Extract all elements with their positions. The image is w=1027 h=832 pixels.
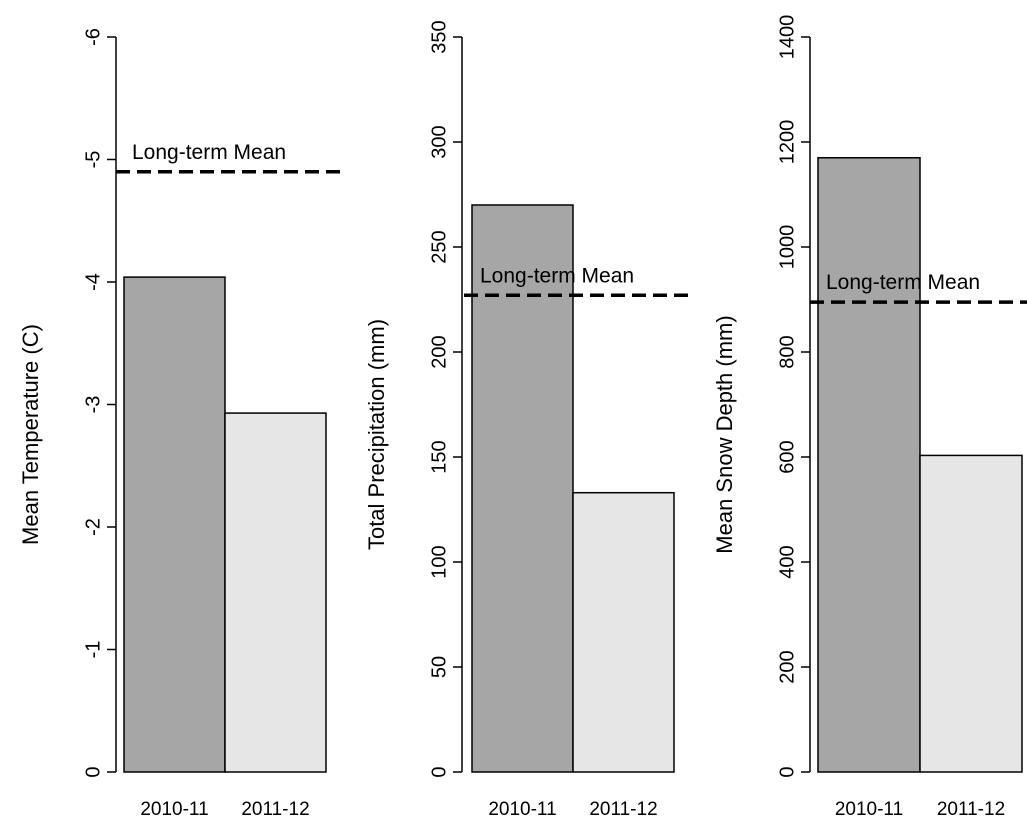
y-tick-label: -5 [82,151,104,169]
y-tick-label: -3 [82,396,104,414]
x-category-label: 2011-12 [241,799,309,820]
x-category-label: 2010-11 [835,799,903,820]
y-tick-label: -6 [82,28,104,46]
x-category-label: 2011-12 [589,799,657,820]
y-tick-label: 1000 [776,225,798,270]
x-category-label: 2011-12 [937,799,1005,820]
panel-total-precipitation: 0 50 100 150 200 250 300 350 Total Precipitation… [364,20,688,820]
long-term-mean-label: Long-term Mean [132,141,286,164]
y-tick-label: 600 [776,440,798,473]
y-tick-label: 50 [428,656,450,678]
y-tick-label: 400 [776,545,798,578]
y-tick-label: -4 [82,273,104,291]
y-tick-label: 1200 [776,120,798,165]
bar-2010-11 [471,204,574,773]
y-axis-label: Total Precipitation (mm) [364,319,389,550]
y-tick-label: 1400 [776,15,798,60]
y-tick-label: 250 [428,230,450,263]
x-category-label: 2010-11 [488,799,556,820]
y-tick-label: 0 [776,766,798,777]
y-tick-label: 800 [776,335,798,368]
panel-mean-snow-depth: 0 200 400 600 800 1000 1200 1400 Mean Snow Depth… [712,15,1027,820]
bar-2011-12 [572,491,675,773]
x-category-label: 2010-11 [140,799,208,820]
y-tick-label: 200 [776,650,798,683]
bar-2010-11 [817,157,921,773]
y-tick-label: -2 [82,518,104,536]
y-tick-label: 350 [428,20,450,53]
bar-2011-12 [919,454,1023,773]
y-tick-label: -1 [82,641,104,659]
y-axis-label: Mean Temperature (C) [18,324,43,545]
bar-2010-11 [123,276,226,773]
bar-2011-12 [224,412,327,773]
y-tick-label: 200 [428,335,450,368]
long-term-mean-label: Long-term Mean [480,264,634,287]
panel-mean-temperature: 0 -1 -2 -3 -4 -5 -6 Mean Temperature (C) 2010-11… [18,28,340,820]
y-tick-label: 150 [428,440,450,473]
y-axis-label: Mean Snow Depth (mm) [712,315,737,553]
y-tick-label: 300 [428,125,450,158]
y-tick-label: 100 [428,545,450,578]
long-term-mean-label: Long-term Mean [826,271,980,294]
y-tick-label: 0 [82,766,104,777]
y-tick-label: 0 [428,766,450,777]
